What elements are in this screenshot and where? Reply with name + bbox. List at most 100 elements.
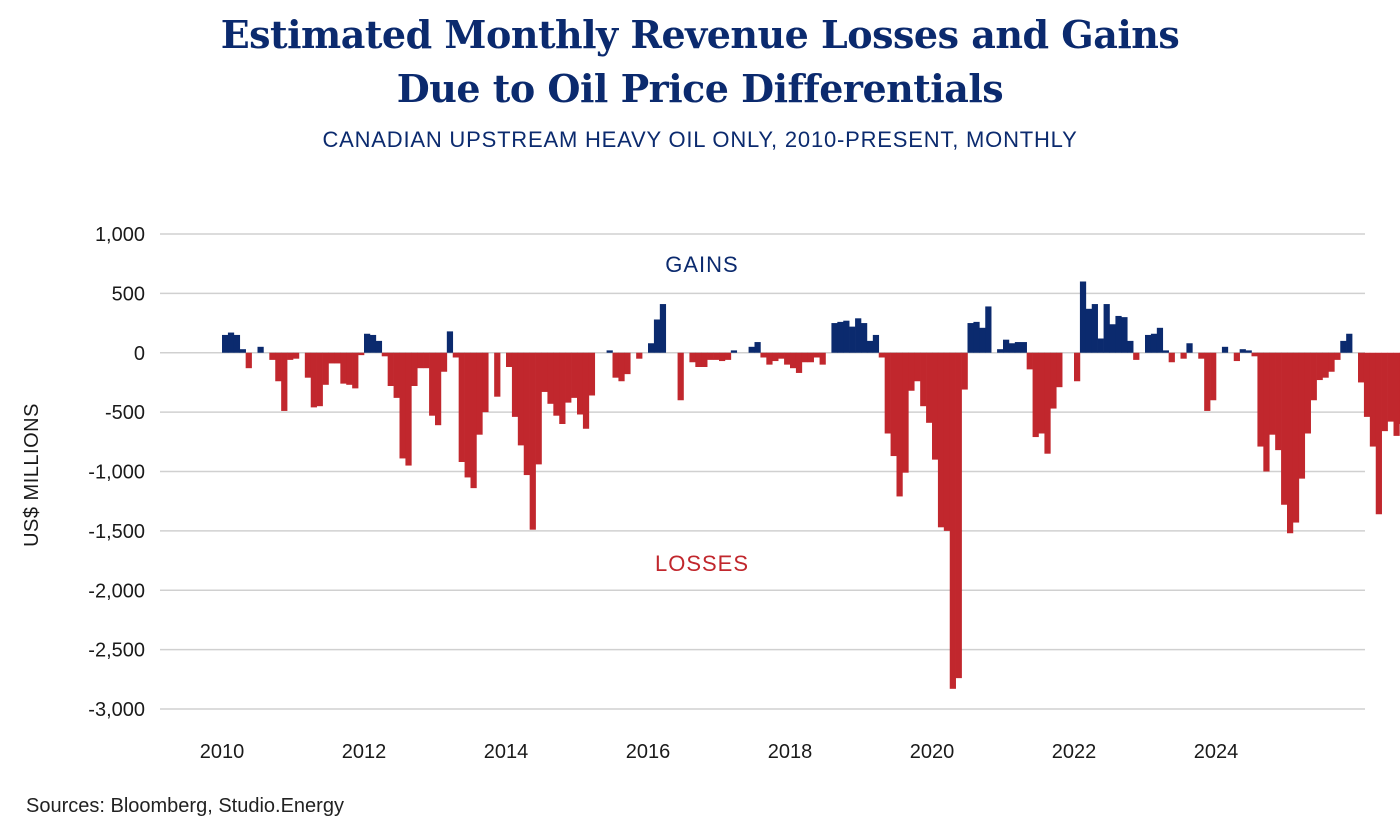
bar <box>914 352 921 382</box>
chart-title-line1: Estimated Monthly Revenue Losses and Gai… <box>220 12 1180 57</box>
bar <box>1233 352 1240 362</box>
bar <box>565 352 572 403</box>
bar <box>1008 343 1016 353</box>
bar <box>1038 352 1045 434</box>
bar <box>1298 352 1306 479</box>
bar <box>1393 352 1400 436</box>
bar <box>701 352 708 367</box>
bar <box>328 352 335 364</box>
bar <box>547 352 554 404</box>
bar <box>636 352 643 359</box>
bar <box>866 340 874 353</box>
y-tick-label: -2,000 <box>88 580 145 602</box>
bar <box>517 352 525 446</box>
chart-title-line2: Due to Oil Price Differentials <box>396 66 1004 111</box>
bar <box>819 352 826 365</box>
bar <box>878 352 885 358</box>
bar <box>724 352 732 360</box>
bar <box>1328 352 1335 372</box>
bar <box>784 352 791 365</box>
bar <box>405 352 412 466</box>
losses-annotation: LOSSES <box>655 551 749 576</box>
bar <box>352 352 359 389</box>
bar <box>364 333 371 353</box>
bar <box>1304 352 1311 434</box>
bar <box>482 352 489 413</box>
bar <box>1032 352 1039 438</box>
bar <box>778 352 785 359</box>
bar <box>801 352 809 363</box>
bar <box>559 352 566 424</box>
bar <box>1363 352 1371 417</box>
bar <box>908 352 915 391</box>
bar <box>760 352 767 358</box>
bar <box>304 352 312 378</box>
bar <box>932 352 939 460</box>
x-tick-label: 2016 <box>626 741 671 763</box>
bar <box>1334 352 1341 360</box>
y-tick-label: -1,500 <box>88 521 145 543</box>
bar <box>1180 352 1187 359</box>
bar <box>470 352 477 489</box>
y-tick-label: 0 <box>134 343 145 365</box>
y-tick-label: -1,000 <box>88 462 145 484</box>
bar <box>553 352 560 416</box>
bar <box>1085 308 1093 353</box>
bar <box>766 352 773 365</box>
bar <box>310 352 317 408</box>
bar <box>334 352 341 364</box>
bar <box>1074 352 1081 382</box>
bar <box>730 350 738 353</box>
bar <box>1340 340 1347 353</box>
bar <box>1251 352 1258 357</box>
bar <box>1056 352 1063 388</box>
bar <box>429 352 436 416</box>
bar <box>1239 349 1246 353</box>
bar <box>227 332 235 353</box>
bar <box>381 352 388 357</box>
bar <box>1109 324 1116 353</box>
bar <box>606 350 613 353</box>
bar <box>571 352 578 398</box>
bar <box>748 346 755 353</box>
bar <box>358 352 365 356</box>
bar <box>872 334 880 353</box>
bar <box>417 352 424 369</box>
bar <box>648 343 655 353</box>
bar <box>1322 352 1329 378</box>
bar <box>369 334 377 353</box>
bar <box>346 352 353 385</box>
bar <box>275 352 282 382</box>
bar <box>896 352 903 497</box>
source-note: Sources: Bloomberg, Studio.Energy <box>26 795 344 817</box>
bar <box>399 352 406 459</box>
bar <box>890 352 897 457</box>
bar <box>677 352 684 401</box>
bar <box>458 352 465 462</box>
chart-subtitle: CANADIAN UPSTREAM HEAVY OIL ONLY, 2010-P… <box>322 127 1078 152</box>
bar <box>440 352 448 372</box>
bar <box>790 352 797 369</box>
bar <box>316 352 323 407</box>
bar <box>1292 352 1300 523</box>
bar <box>1150 333 1158 353</box>
x-tick-label: 2010 <box>200 741 245 763</box>
bar <box>1346 333 1353 353</box>
bar <box>967 323 974 353</box>
bar <box>949 352 956 689</box>
bar <box>511 352 519 417</box>
bar <box>997 349 1004 353</box>
bar <box>795 352 803 373</box>
bar <box>659 304 667 353</box>
bar <box>618 352 625 382</box>
bar <box>340 352 347 384</box>
bar <box>1115 315 1122 353</box>
bar <box>713 352 720 360</box>
bar <box>1310 352 1317 401</box>
bar <box>1281 352 1288 505</box>
bar <box>1221 346 1229 353</box>
bar <box>393 352 400 398</box>
bar <box>1204 352 1211 411</box>
bar <box>955 352 962 679</box>
